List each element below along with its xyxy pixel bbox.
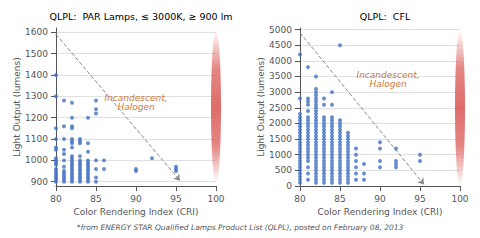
svg-text:Color Rendering Index (CRI): Color Rendering Index (CRI) bbox=[73, 207, 198, 217]
svg-text:Halogen: Halogen bbox=[117, 102, 155, 112]
svg-text:95: 95 bbox=[414, 194, 425, 204]
svg-text:90: 90 bbox=[374, 194, 386, 204]
svg-text:100: 100 bbox=[207, 194, 224, 204]
svg-text:QLPL: PAR Lamps, ≤ 3000K, ≥ 9: QLPL: PAR Lamps, ≤ 3000K, ≥ 900 lm bbox=[49, 11, 232, 22]
svg-text:3000: 3000 bbox=[269, 87, 292, 97]
svg-text:1500: 1500 bbox=[269, 134, 292, 144]
svg-text:1300: 1300 bbox=[25, 91, 48, 101]
svg-text:Halogen: Halogen bbox=[369, 79, 407, 89]
svg-text:85: 85 bbox=[334, 194, 345, 204]
svg-text:QLPL: CFL: QLPL: CFL bbox=[360, 11, 411, 22]
svg-text:1500: 1500 bbox=[25, 49, 48, 59]
svg-text:2500: 2500 bbox=[269, 103, 292, 113]
svg-text:80: 80 bbox=[50, 194, 62, 204]
svg-text:0: 0 bbox=[286, 181, 292, 191]
svg-text:1600: 1600 bbox=[25, 27, 48, 37]
svg-text:1400: 1400 bbox=[25, 70, 48, 80]
svg-text:Color Rendering Index (CRI): Color Rendering Index (CRI) bbox=[317, 207, 442, 217]
svg-text:Incandescent,: Incandescent, bbox=[104, 93, 168, 104]
svg-text:900: 900 bbox=[31, 177, 48, 187]
svg-text:100: 100 bbox=[451, 194, 468, 204]
svg-text:2000: 2000 bbox=[269, 118, 292, 128]
svg-text:1200: 1200 bbox=[25, 113, 48, 123]
svg-text:4000: 4000 bbox=[269, 56, 292, 66]
svg-text:1000: 1000 bbox=[25, 155, 48, 165]
svg-text:1100: 1100 bbox=[25, 134, 48, 144]
svg-text:Light Output (lumens): Light Output (lumens) bbox=[12, 57, 22, 156]
svg-text:4500: 4500 bbox=[269, 40, 292, 50]
svg-text:90: 90 bbox=[130, 194, 142, 204]
svg-text:95: 95 bbox=[170, 194, 181, 204]
svg-text:Incandescent,: Incandescent, bbox=[356, 70, 420, 81]
svg-text:5000: 5000 bbox=[269, 25, 292, 35]
svg-text:85: 85 bbox=[90, 194, 101, 204]
svg-text:Light Output (lumens): Light Output (lumens) bbox=[256, 57, 266, 156]
svg-text:1000: 1000 bbox=[269, 150, 292, 160]
svg-text:500: 500 bbox=[275, 165, 292, 175]
svg-text:3500: 3500 bbox=[269, 71, 292, 81]
svg-text:80: 80 bbox=[294, 194, 306, 204]
svg-text:*from ENERGY STAR Qualified La: *from ENERGY STAR Qualified Lamps Produc… bbox=[77, 223, 404, 232]
